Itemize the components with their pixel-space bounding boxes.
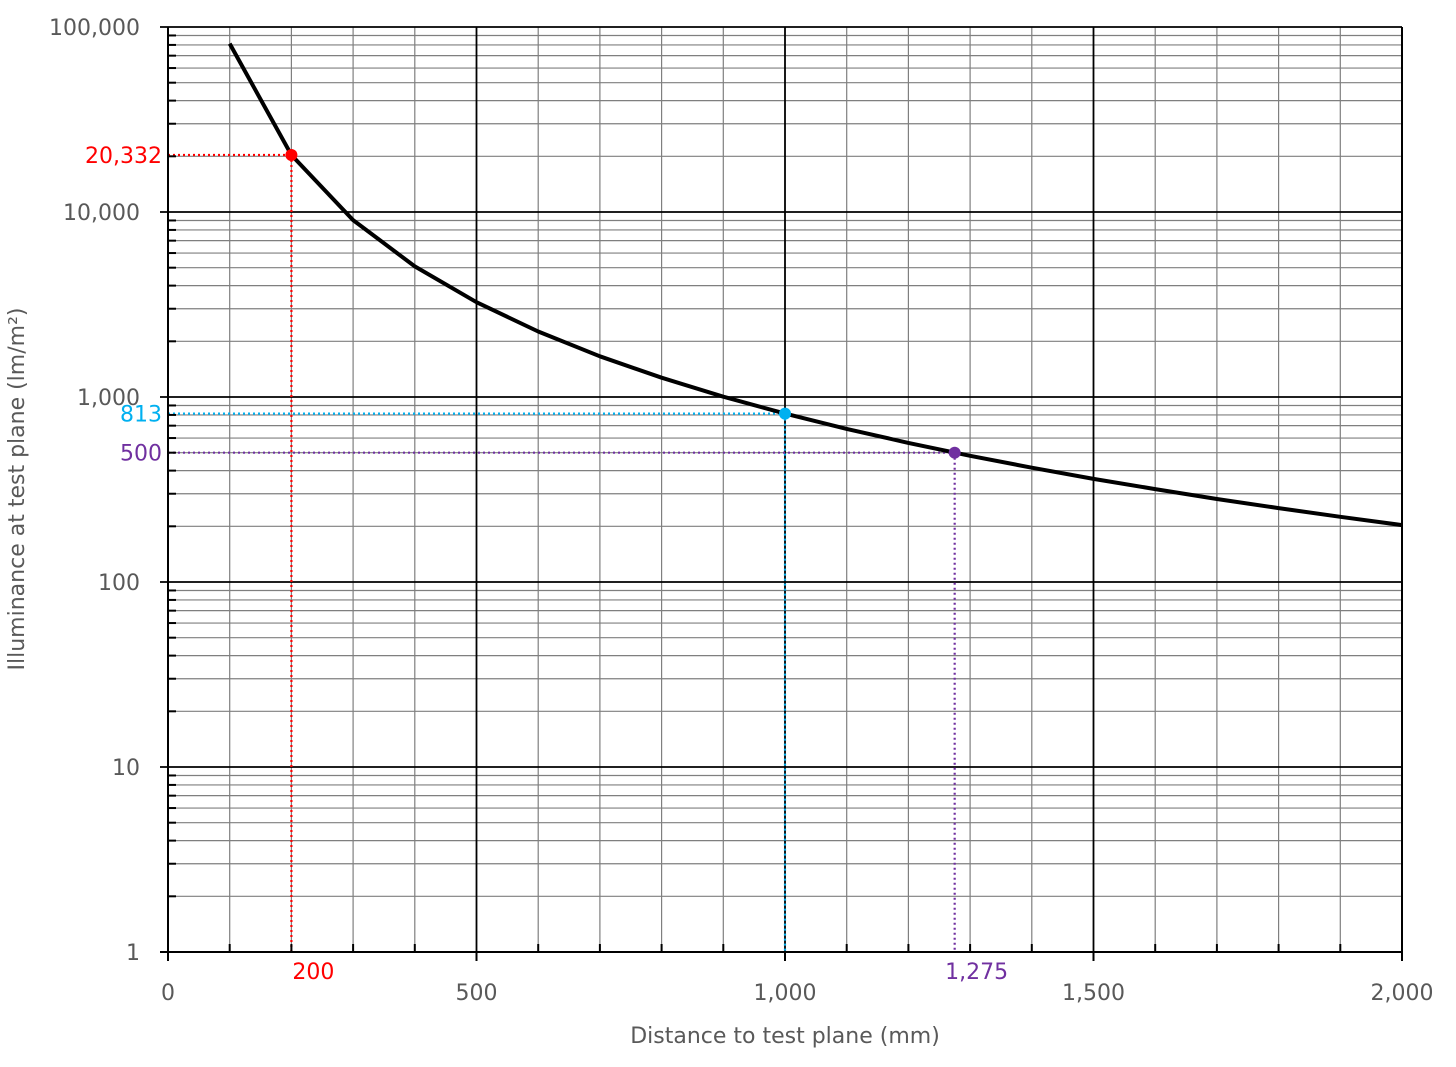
annotation-guide-lines (168, 153, 956, 952)
x-tick-label: 500 (456, 981, 498, 1006)
annotation-labels: 20,332 200 813 500 1,275 (85, 144, 1008, 985)
major-gridlines (160, 26, 1402, 953)
annotation-y-label: 500 (120, 442, 162, 467)
annotation-point-marker (779, 407, 791, 420)
y-tick-label: 1 (126, 941, 140, 966)
y-axis-title: Illuminance at test plane (lm/m²) (5, 308, 30, 671)
annotation-markers (285, 148, 961, 459)
annotation-y-label: 20,332 (85, 144, 162, 169)
annotation-y-label: 813 (120, 403, 162, 428)
y-tick-label: 100,000 (49, 16, 140, 41)
annotation-x-label: 200 (292, 960, 334, 985)
annotation-x-label: 1,275 (945, 960, 1008, 985)
x-tick-label: 1,000 (754, 981, 817, 1006)
annotation-point-marker (948, 446, 961, 459)
data-series (227, 42, 1403, 528)
y-tick-label: 100 (98, 571, 140, 596)
y-tick-label: 10 (112, 756, 140, 781)
y-tick-label: 1,000 (77, 386, 140, 411)
x-tick-label: 2,000 (1371, 981, 1434, 1006)
x-tick-label: 0 (161, 981, 175, 1006)
illuminance-curve (227, 42, 1403, 528)
annotation-point-marker (285, 148, 298, 161)
tick-labels: 0 500 1,000 1,500 2,000 1 10 100 1,000 10,000 100,… (49, 16, 1433, 1006)
y-tick-label: 10,000 (63, 201, 140, 226)
x-axis-title: Distance to test plane (mm) (630, 1024, 940, 1049)
x-tick-label: 1,500 (1062, 981, 1125, 1006)
axes (160, 27, 1403, 961)
